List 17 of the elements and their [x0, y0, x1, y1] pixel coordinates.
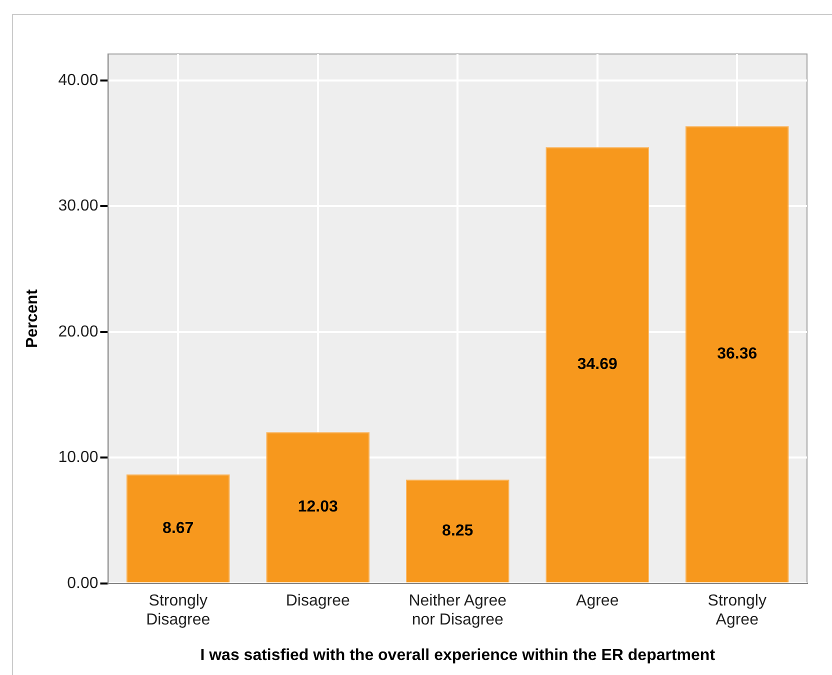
y-tick-label: 30.00 — [58, 198, 98, 215]
data-label: 8.25 — [442, 522, 474, 540]
data-label: 8.67 — [162, 520, 194, 537]
data-label: 36.36 — [717, 346, 758, 363]
x-tick-label: Strongly Disagree — [146, 592, 210, 629]
y-tick-label: 20.00 — [58, 323, 98, 340]
data-label: 34.69 — [577, 356, 618, 374]
x-tick-label: Agree — [576, 592, 619, 610]
y-axis-title: Percent — [24, 288, 42, 348]
x-tick-label: Disagree — [286, 592, 350, 610]
x-axis-title: I was satisfied with the overall experience within the ER department — [200, 646, 716, 664]
y-tick-label: 10.00 — [58, 449, 98, 466]
y-tick-label: 0.00 — [67, 574, 98, 592]
data-label: 12.03 — [298, 498, 338, 516]
x-tick-label: Strongly Agree — [708, 592, 766, 629]
y-tick-label: 40.00 — [58, 72, 98, 89]
x-tick-label: Neither Agree nor Disagree — [408, 592, 507, 629]
